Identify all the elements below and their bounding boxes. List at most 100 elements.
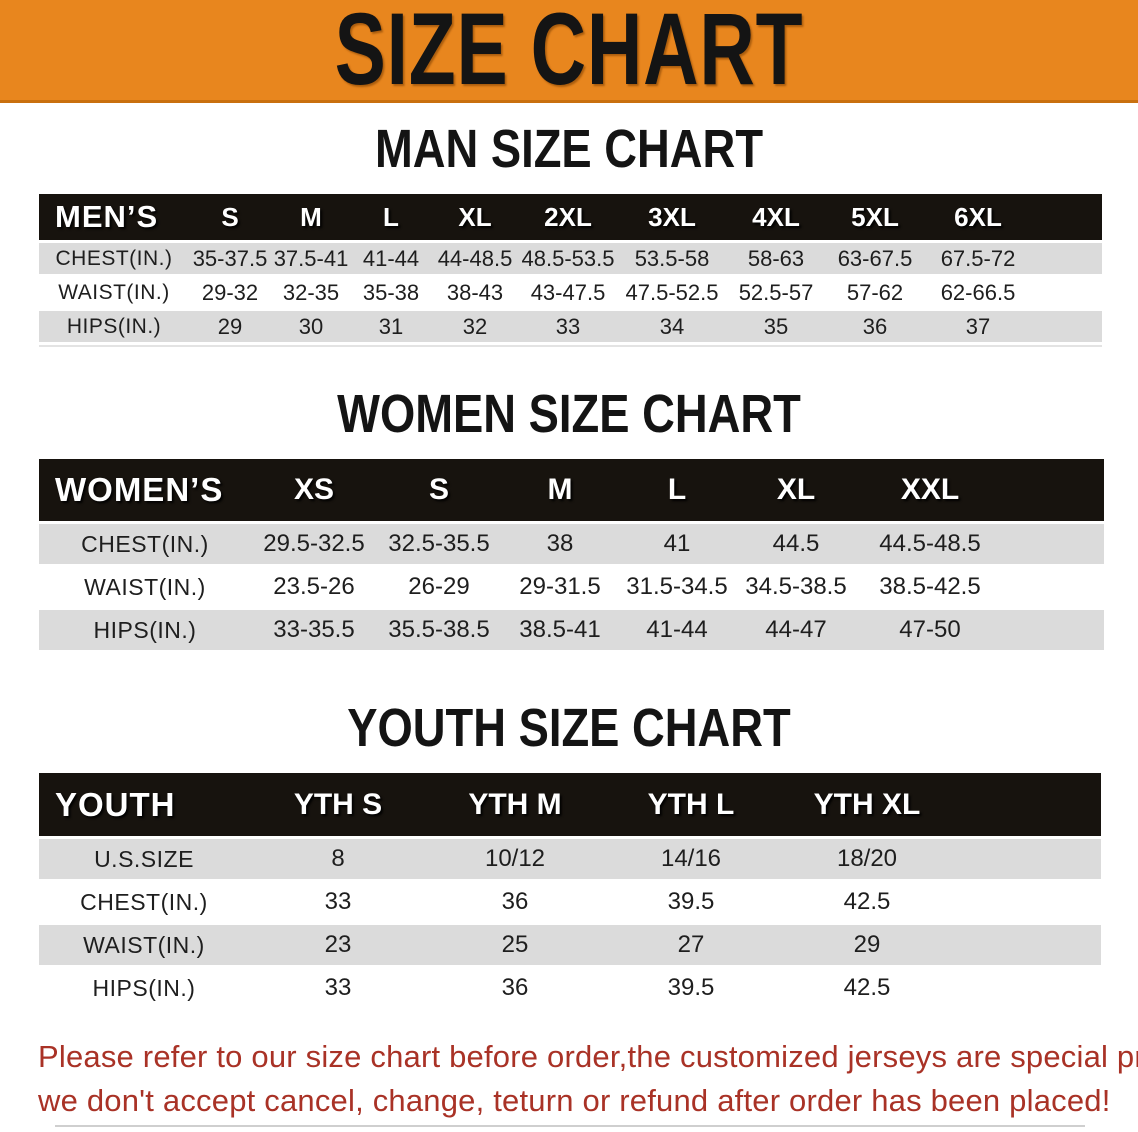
row-label: WAIST(IN.) xyxy=(39,567,251,607)
size-value-cell: 57-62 xyxy=(825,277,925,308)
size-value-cell: 29 xyxy=(189,311,271,342)
youth-section-heading-text: YOUTH SIZE CHART xyxy=(347,698,791,758)
row-label: HIPS(IN.) xyxy=(39,968,249,1008)
size-value-cell: 63-67.5 xyxy=(825,243,925,274)
size-value-cell: 31 xyxy=(351,311,431,342)
header-spacer xyxy=(1031,194,1102,240)
size-value-cell: 32 xyxy=(431,311,519,342)
size-value-cell: 41 xyxy=(619,524,735,564)
size-value-cell: 44.5 xyxy=(735,524,857,564)
banner: SIZE CHART xyxy=(0,0,1138,103)
row-label: HIPS(IN.) xyxy=(39,610,251,650)
table-row: WAIST(IN.) 23 25 27 29 xyxy=(39,925,1101,965)
men-size-header: L xyxy=(351,194,431,240)
women-header-row: WOMEN’S XS S M L XL XXL xyxy=(39,459,1104,521)
row-spacer xyxy=(1031,277,1102,308)
header-spacer xyxy=(955,773,1101,836)
women-section-heading: WOMEN SIZE CHART xyxy=(0,385,1138,443)
women-size-header: L xyxy=(619,459,735,521)
footer-note: Please refer to our size chart before or… xyxy=(38,1035,1138,1123)
size-value-cell: 47-50 xyxy=(857,610,1003,650)
size-value-cell: 48.5-53.5 xyxy=(519,243,617,274)
row-spacer xyxy=(1003,610,1104,650)
men-size-header: 2XL xyxy=(519,194,617,240)
women-size-table: WOMEN’S XS S M L XL XXL CHEST(IN.) 29.5-… xyxy=(39,456,1104,653)
size-value-cell: 62-66.5 xyxy=(925,277,1031,308)
men-size-header: XL xyxy=(431,194,519,240)
size-value-cell: 39.5 xyxy=(603,968,779,1008)
table-row: CHEST(IN.) 33 36 39.5 42.5 xyxy=(39,882,1101,922)
row-label: WAIST(IN.) xyxy=(39,925,249,965)
size-value-cell: 23.5-26 xyxy=(251,567,377,607)
men-size-header: 4XL xyxy=(727,194,825,240)
size-value-cell: 58-63 xyxy=(727,243,825,274)
size-value-cell: 42.5 xyxy=(779,882,955,922)
header-spacer xyxy=(1003,459,1104,521)
row-label: U.S.SIZE xyxy=(39,839,249,879)
row-spacer xyxy=(1031,243,1102,274)
women-size-header: XS xyxy=(251,459,377,521)
men-size-header: 5XL xyxy=(825,194,925,240)
size-value-cell: 36 xyxy=(825,311,925,342)
footer-line-2: we don't accept cancel, change, teturn o… xyxy=(38,1083,1111,1118)
bottom-divider xyxy=(55,1125,1085,1127)
youth-size-header: YTH L xyxy=(603,773,779,836)
size-value-cell: 33 xyxy=(249,882,427,922)
size-value-cell: 18/20 xyxy=(779,839,955,879)
youth-section-heading: YOUTH SIZE CHART xyxy=(0,699,1138,757)
size-value-cell: 52.5-57 xyxy=(727,277,825,308)
row-spacer xyxy=(1003,524,1104,564)
men-size-table: MEN’S S M L XL 2XL 3XL 4XL 5XL 6XL CHEST… xyxy=(39,191,1102,347)
row-label: CHEST(IN.) xyxy=(39,243,189,274)
men-size-header: S xyxy=(189,194,271,240)
size-value-cell: 44.5-48.5 xyxy=(857,524,1003,564)
women-size-header: M xyxy=(501,459,619,521)
size-value-cell: 53.5-58 xyxy=(617,243,727,274)
table-row: WAIST(IN.) 23.5-26 26-29 29-31.5 31.5-34… xyxy=(39,567,1104,607)
women-corner-label: WOMEN’S xyxy=(39,459,251,521)
size-value-cell: 30 xyxy=(271,311,351,342)
youth-size-header: YTH M xyxy=(427,773,603,836)
youth-size-table: YOUTH YTH S YTH M YTH L YTH XL U.S.SIZE … xyxy=(39,770,1101,1011)
size-value-cell: 35-38 xyxy=(351,277,431,308)
row-label: WAIST(IN.) xyxy=(39,277,189,308)
row-label: CHEST(IN.) xyxy=(39,882,249,922)
size-value-cell: 38.5-42.5 xyxy=(857,567,1003,607)
size-value-cell: 67.5-72 xyxy=(925,243,1031,274)
youth-header-row: YOUTH YTH S YTH M YTH L YTH XL xyxy=(39,773,1101,836)
size-value-cell: 37.5-41 xyxy=(271,243,351,274)
size-value-cell: 38-43 xyxy=(431,277,519,308)
size-value-cell: 33 xyxy=(249,968,427,1008)
size-value-cell: 44-47 xyxy=(735,610,857,650)
size-value-cell: 34.5-38.5 xyxy=(735,567,857,607)
men-corner-label: MEN’S xyxy=(39,194,189,240)
size-value-cell: 42.5 xyxy=(779,968,955,1008)
row-spacer xyxy=(955,968,1101,1008)
row-spacer xyxy=(955,925,1101,965)
banner-title: SIZE CHART xyxy=(334,0,804,107)
men-size-header: 3XL xyxy=(617,194,727,240)
size-value-cell: 10/12 xyxy=(427,839,603,879)
row-label: CHEST(IN.) xyxy=(39,524,251,564)
size-value-cell: 29-32 xyxy=(189,277,271,308)
size-value-cell: 32.5-35.5 xyxy=(377,524,501,564)
men-header-row: MEN’S S M L XL 2XL 3XL 4XL 5XL 6XL xyxy=(39,194,1102,240)
size-value-cell: 39.5 xyxy=(603,882,779,922)
size-value-cell: 33-35.5 xyxy=(251,610,377,650)
row-spacer xyxy=(1003,567,1104,607)
size-value-cell: 27 xyxy=(603,925,779,965)
table-row: CHEST(IN.) 29.5-32.5 32.5-35.5 38 41 44.… xyxy=(39,524,1104,564)
row-label: HIPS(IN.) xyxy=(39,311,189,342)
size-value-cell: 35 xyxy=(727,311,825,342)
size-value-cell: 8 xyxy=(249,839,427,879)
men-section-heading: MAN SIZE CHART xyxy=(0,120,1138,178)
men-size-header: 6XL xyxy=(925,194,1031,240)
size-value-cell: 43-47.5 xyxy=(519,277,617,308)
table-row: HIPS(IN.) 33-35.5 35.5-38.5 38.5-41 41-4… xyxy=(39,610,1104,650)
women-size-header: XL xyxy=(735,459,857,521)
table-row: U.S.SIZE 8 10/12 14/16 18/20 xyxy=(39,839,1101,879)
women-section-heading-text: WOMEN SIZE CHART xyxy=(337,384,801,444)
men-size-header: M xyxy=(271,194,351,240)
women-size-header: XXL xyxy=(857,459,1003,521)
women-size-header: S xyxy=(377,459,501,521)
